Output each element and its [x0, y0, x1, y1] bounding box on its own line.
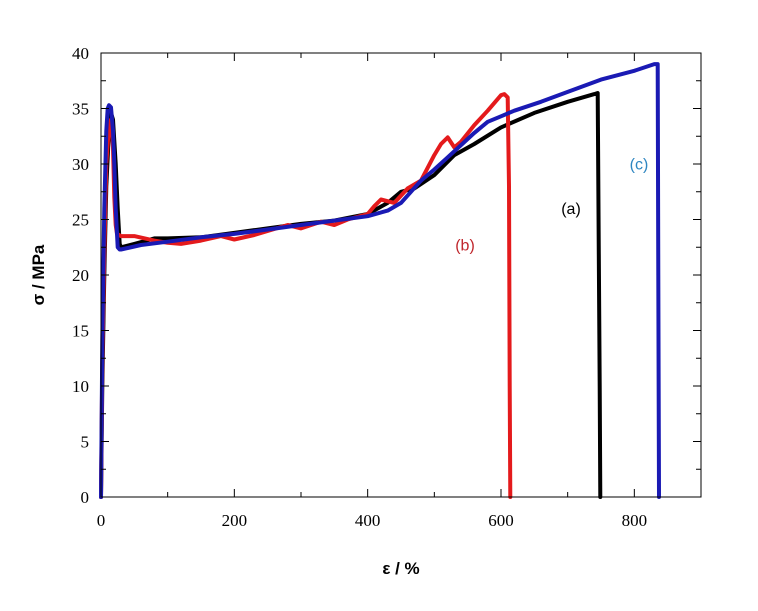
ticks-layer: 0 200 400 600 800 0 5 10 15 20 25 30 35 40	[72, 44, 702, 530]
series-annotation: (a)	[561, 201, 581, 218]
series-layer	[99, 62, 661, 499]
series-line-0	[99, 91, 603, 499]
y-tick-label: 25	[72, 211, 89, 230]
y-tick-label: 40	[72, 44, 89, 63]
y-tick-label: 35	[72, 100, 89, 119]
y-axis-title: σ / MPa	[29, 244, 48, 305]
annotations-layer: (a) (b) (c)	[455, 157, 648, 255]
series-line-2	[99, 62, 661, 499]
x-tick-label: 0	[97, 511, 106, 530]
y-tick-label: 15	[72, 322, 89, 341]
y-tick-label: 5	[81, 433, 90, 452]
series-annotation: (b)	[455, 238, 475, 255]
y-tick-label: 30	[72, 155, 89, 174]
x-tick-label: 800	[622, 511, 648, 530]
y-tick-label: 20	[72, 266, 89, 285]
series-annotation: (c)	[630, 157, 649, 174]
x-tick-label: 400	[355, 511, 381, 530]
plot-area-frame	[100, 52, 702, 498]
y-tick-label: 0	[81, 488, 90, 507]
x-tick-label: 600	[488, 511, 514, 530]
x-tick-label: 200	[222, 511, 248, 530]
x-axis-title: ε / %	[382, 559, 419, 578]
y-tick-label: 10	[72, 377, 89, 396]
